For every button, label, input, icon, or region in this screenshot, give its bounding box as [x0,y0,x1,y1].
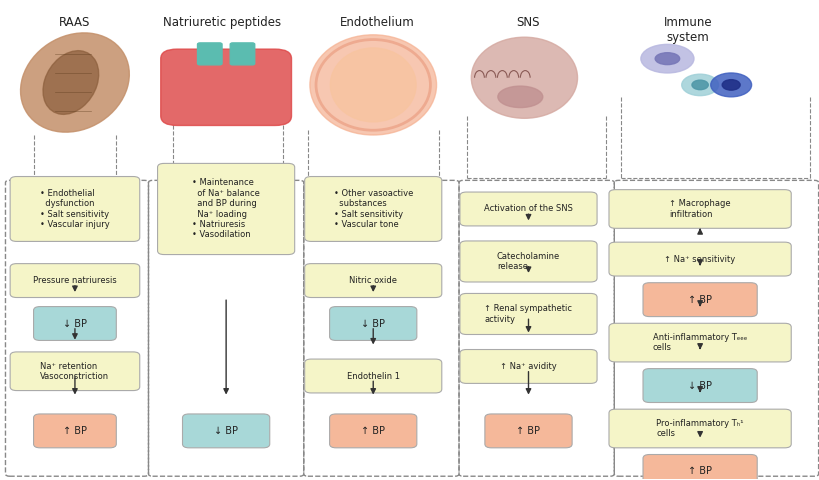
Ellipse shape [43,51,98,114]
Text: RAAS: RAAS [59,16,91,29]
Text: ↑ BP: ↑ BP [63,426,87,436]
Text: Catecholamine
release: Catecholamine release [496,252,559,271]
Text: Endothelium: Endothelium [340,16,414,29]
Text: Nitric oxide: Nitric oxide [349,276,396,285]
Ellipse shape [310,35,436,135]
FancyBboxPatch shape [642,283,756,317]
Ellipse shape [681,74,717,96]
FancyBboxPatch shape [609,323,790,362]
Text: Pro-inflammatory Tₕ¹
cells: Pro-inflammatory Tₕ¹ cells [655,419,743,438]
FancyBboxPatch shape [197,43,222,65]
Text: Natriuretic peptides: Natriuretic peptides [163,16,281,29]
FancyBboxPatch shape [609,190,790,228]
FancyBboxPatch shape [305,177,441,241]
Text: ↑ Na⁺ sensitivity: ↑ Na⁺ sensitivity [663,254,735,264]
Ellipse shape [722,80,740,90]
Text: ↓ BP: ↓ BP [63,319,87,328]
FancyBboxPatch shape [34,307,116,340]
Ellipse shape [20,33,129,132]
FancyBboxPatch shape [10,177,139,241]
FancyBboxPatch shape [34,414,116,448]
FancyBboxPatch shape [183,414,269,448]
Ellipse shape [497,86,542,108]
Ellipse shape [691,80,708,90]
Text: Na⁺ retention
Vasoconstriction: Na⁺ retention Vasoconstriction [40,361,110,381]
Text: ↑ BP: ↑ BP [516,426,540,436]
FancyBboxPatch shape [459,241,596,282]
Text: Endothelin 1: Endothelin 1 [346,372,399,381]
FancyBboxPatch shape [329,307,416,340]
Ellipse shape [640,44,693,73]
FancyBboxPatch shape [642,455,756,480]
FancyBboxPatch shape [161,49,291,125]
Text: ↓ BP: ↓ BP [687,381,711,391]
FancyBboxPatch shape [10,264,139,298]
FancyBboxPatch shape [157,163,294,254]
FancyBboxPatch shape [459,293,596,335]
Text: ↑ BP: ↑ BP [687,295,711,305]
Text: ↑ Na⁺ avidity: ↑ Na⁺ avidity [500,362,556,371]
FancyBboxPatch shape [305,359,441,393]
Text: Pressure natriuresis: Pressure natriuresis [33,276,116,285]
FancyBboxPatch shape [305,264,441,298]
Text: • Other vasoactive
  substances
• Salt sensitivity
• Vascular tone: • Other vasoactive substances • Salt sen… [333,189,413,229]
Text: SNS: SNS [516,16,540,29]
Text: ↑ BP: ↑ BP [687,467,711,477]
Text: ↑ BP: ↑ BP [361,426,385,436]
Text: Immune
system: Immune system [663,16,711,44]
Text: • Endothelial
  dysfunction
• Salt sensitivity
• Vascular injury: • Endothelial dysfunction • Salt sensiti… [40,189,110,229]
Ellipse shape [710,73,751,97]
Text: • Maintenance
  of Na⁺ balance
  and BP during
  Na⁺ loading
• Natriuresis
• Vas: • Maintenance of Na⁺ balance and BP duri… [192,179,260,240]
Text: ↓ BP: ↓ BP [214,426,238,436]
Text: Activation of the SNS: Activation of the SNS [483,204,572,214]
FancyBboxPatch shape [10,352,139,391]
Text: Anti-inflammatory Tₑₑₑ
cells: Anti-inflammatory Tₑₑₑ cells [652,333,746,352]
FancyBboxPatch shape [230,43,255,65]
Ellipse shape [330,48,415,122]
Text: ↑ Macrophage
infiltration: ↑ Macrophage infiltration [668,199,730,219]
FancyBboxPatch shape [484,414,572,448]
FancyBboxPatch shape [459,192,596,226]
Ellipse shape [654,53,679,65]
FancyBboxPatch shape [329,414,416,448]
FancyBboxPatch shape [459,349,596,384]
FancyBboxPatch shape [609,409,790,448]
Ellipse shape [471,37,577,118]
FancyBboxPatch shape [642,369,756,403]
FancyBboxPatch shape [609,242,790,276]
Text: ↑ Renal sympathetic
activity: ↑ Renal sympathetic activity [484,304,572,324]
Text: ↓ BP: ↓ BP [361,319,385,328]
